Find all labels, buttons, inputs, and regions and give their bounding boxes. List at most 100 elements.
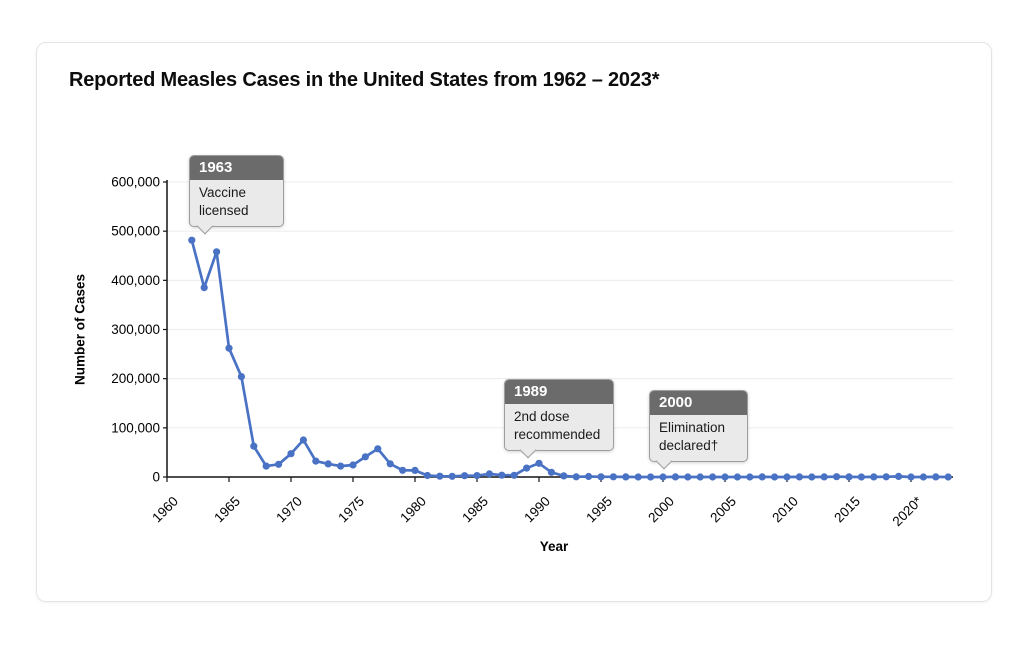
data-point-2023 xyxy=(944,473,952,481)
annotation-year-label: 2000 xyxy=(650,391,747,415)
data-point-2018 xyxy=(882,473,890,481)
y-tick-label: 100,000 xyxy=(111,420,160,435)
x-tick-label: 1975 xyxy=(335,494,367,526)
annotation-year-label: 1989 xyxy=(505,380,613,404)
data-point-2012 xyxy=(808,473,816,481)
data-point-2015 xyxy=(845,473,853,481)
data-point-1965 xyxy=(225,344,233,352)
data-point-1969 xyxy=(275,460,283,468)
data-point-1994 xyxy=(585,472,593,481)
data-point-2005 xyxy=(721,473,729,481)
data-point-2010 xyxy=(783,473,791,481)
x-tick-labels: 1960 1965 1970 1975 1980 1985 1990 1995 2000 2005… xyxy=(149,493,925,529)
data-point-2014 xyxy=(833,473,841,481)
data-point-2013 xyxy=(820,473,828,481)
data-point-1982 xyxy=(436,472,444,480)
measles-line-chart: 0 100,000 200,000 300,000 400,000 500,000 600,… xyxy=(111,175,953,529)
annotation-2000-elimination-declared: 2000 Elimination declared† xyxy=(649,390,748,462)
data-point-2016 xyxy=(857,473,866,481)
x-tick-label: 2005 xyxy=(707,494,739,526)
y-tick-label: 200,000 xyxy=(111,371,160,386)
data-point-2019 xyxy=(895,472,903,480)
y-tick-label: 600,000 xyxy=(111,175,160,190)
data-point-1990 xyxy=(535,459,543,467)
data-point-1967 xyxy=(250,442,258,450)
data-point-2006 xyxy=(733,473,742,481)
data-points xyxy=(188,236,952,481)
x-axis-title: Year xyxy=(539,539,569,554)
data-point-2007 xyxy=(746,473,754,481)
data-point-1972 xyxy=(312,457,320,465)
x-tick-label: 2010 xyxy=(769,494,801,526)
data-point-2022 xyxy=(932,473,940,481)
data-point-1983 xyxy=(448,472,456,480)
y-tick-label: 500,000 xyxy=(111,224,160,239)
x-tick-label: 2000 xyxy=(645,494,677,526)
y-axis-title: Number of Cases xyxy=(72,273,88,386)
data-point-1964 xyxy=(213,248,221,256)
x-tick-label: 1980 xyxy=(397,494,429,526)
data-point-1971 xyxy=(299,436,307,444)
data-point-1992 xyxy=(560,472,568,480)
data-point-1966 xyxy=(237,373,245,381)
data-point-1999 xyxy=(647,473,655,481)
data-point-1996 xyxy=(609,473,618,481)
x-tick-label: 1985 xyxy=(459,494,491,526)
x-tick-label: 1960 xyxy=(149,494,181,526)
data-point-2001 xyxy=(671,473,680,481)
data-point-2017 xyxy=(870,473,878,481)
data-point-1978 xyxy=(386,460,394,468)
x-tick-label: 1965 xyxy=(211,494,243,526)
data-point-1988 xyxy=(510,471,518,479)
y-tick-labels: 0 100,000 200,000 300,000 400,000 500,000 600,… xyxy=(111,175,160,485)
annotation-1989-second-dose: 1989 2nd dose recommended xyxy=(504,379,614,451)
data-point-1986 xyxy=(485,470,493,478)
chart-card: Reported Measles Cases in the United Sta… xyxy=(36,42,992,602)
annotation-text: Vaccine licensed xyxy=(199,185,249,218)
y-tick-label: 0 xyxy=(152,470,160,485)
x-tick-label: 1990 xyxy=(521,494,553,526)
data-point-2011 xyxy=(795,473,804,481)
data-point-1991 xyxy=(547,468,555,476)
data-point-1963 xyxy=(200,284,208,292)
annotation-1963-vaccine-licensed: 1963 Vaccine licensed xyxy=(189,155,284,227)
data-point-1962 xyxy=(188,236,196,244)
data-point-1987 xyxy=(498,471,506,479)
data-point-1970 xyxy=(287,450,295,458)
data-point-2000 xyxy=(659,473,667,481)
data-point-1980 xyxy=(411,466,419,474)
data-point-1997 xyxy=(622,473,630,481)
x-tick-label: 1970 xyxy=(273,494,305,526)
data-point-2020 xyxy=(907,473,915,481)
data-point-1975 xyxy=(349,461,357,469)
data-point-1993 xyxy=(572,473,580,481)
data-point-1989 xyxy=(523,464,531,472)
data-point-2002 xyxy=(684,473,692,481)
data-point-1977 xyxy=(374,445,382,453)
data-point-1985 xyxy=(473,472,481,480)
x-tick-label: 1995 xyxy=(583,494,615,526)
data-point-1974 xyxy=(337,462,345,470)
annotation-text: 2nd dose recommended xyxy=(514,409,601,442)
data-point-2008 xyxy=(758,473,766,481)
y-tick-label: 300,000 xyxy=(111,322,160,337)
data-point-1968 xyxy=(262,462,270,470)
data-point-1995 xyxy=(597,473,605,481)
annotation-text: Elimination declared† xyxy=(659,420,726,453)
chart-title: Reported Measles Cases in the United Sta… xyxy=(69,69,660,91)
x-tick-label: 2020* xyxy=(890,493,926,529)
annotation-year-label: 1963 xyxy=(190,156,283,180)
data-point-1976 xyxy=(361,453,369,461)
data-point-1979 xyxy=(399,466,407,474)
data-point-2021 xyxy=(919,473,928,481)
data-point-1981 xyxy=(423,471,431,480)
data-point-1998 xyxy=(634,473,642,481)
data-point-2004 xyxy=(709,473,717,481)
data-point-2009 xyxy=(771,473,779,481)
x-tick-label: 2015 xyxy=(831,494,863,526)
data-point-2003 xyxy=(696,473,704,481)
data-point-1984 xyxy=(461,472,469,480)
data-point-1973 xyxy=(324,460,332,468)
y-tick-label: 400,000 xyxy=(111,273,160,288)
